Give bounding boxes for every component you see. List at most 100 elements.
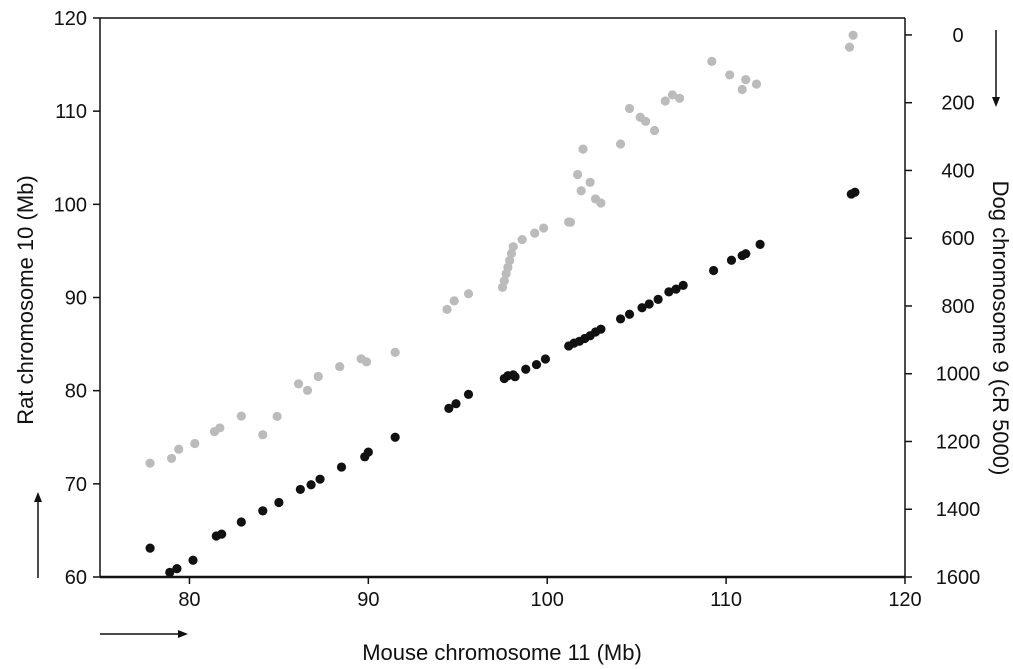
rat-point bbox=[510, 372, 520, 382]
rat-point bbox=[850, 187, 860, 197]
left-axis-ticks: 60 70 80 90 100 110 120 bbox=[54, 8, 100, 589]
rat-point bbox=[165, 567, 175, 577]
dog-point bbox=[166, 453, 177, 464]
dog-point bbox=[624, 103, 635, 114]
right-tick-label: 400 bbox=[941, 160, 974, 182]
rat-point bbox=[615, 314, 626, 324]
rat-point bbox=[531, 359, 542, 370]
rat-point bbox=[624, 309, 635, 319]
rat-point bbox=[172, 564, 182, 574]
data-points bbox=[145, 30, 860, 577]
x-direction-arrow bbox=[100, 630, 188, 638]
dog-point bbox=[530, 228, 540, 238]
dog-point bbox=[215, 423, 225, 433]
dog-point bbox=[505, 255, 515, 266]
dog-point bbox=[707, 56, 717, 66]
dog-point bbox=[675, 93, 685, 103]
dog-point bbox=[442, 304, 452, 314]
dog-point bbox=[667, 90, 678, 100]
right-tick-label: 1400 bbox=[936, 499, 981, 521]
dog-point bbox=[335, 362, 345, 372]
rat-point bbox=[217, 529, 227, 539]
left-tick-label: 90 bbox=[65, 288, 87, 310]
rat-point bbox=[596, 324, 606, 334]
left-tick-label: 70 bbox=[65, 474, 87, 496]
dog-point bbox=[725, 70, 735, 80]
x-tick-label: 80 bbox=[178, 589, 200, 611]
rat-point bbox=[444, 403, 454, 413]
right-tick-label: 1600 bbox=[936, 567, 981, 589]
right-tick-label: 200 bbox=[941, 93, 974, 115]
left-axis-title: Rat chromosome 10 (Mb) bbox=[13, 175, 38, 424]
rat-point bbox=[258, 506, 268, 516]
rat-point bbox=[678, 280, 688, 290]
left-tick-label: 110 bbox=[55, 101, 87, 123]
dog-point bbox=[236, 411, 246, 421]
dog-point bbox=[463, 289, 474, 299]
rat-point bbox=[726, 255, 737, 265]
rat-point bbox=[671, 284, 681, 294]
dog-point bbox=[741, 75, 751, 85]
dog-point bbox=[615, 139, 626, 149]
rat-point bbox=[708, 265, 719, 276]
dog-point bbox=[313, 371, 323, 382]
x-tick-label: 110 bbox=[710, 589, 742, 611]
rat-point bbox=[390, 432, 400, 442]
right-tick-label: 800 bbox=[941, 296, 974, 318]
dog-point bbox=[499, 276, 509, 286]
dog-point bbox=[539, 223, 549, 233]
x-axis-title: Mouse chromosome 11 (Mb) bbox=[362, 640, 642, 665]
dog-point bbox=[596, 198, 606, 208]
right-axis-ticks: 0 200 400 600 800 1000 1200 1400 1600 bbox=[905, 25, 980, 589]
dog-point bbox=[190, 438, 200, 449]
dog-point bbox=[751, 79, 762, 89]
left-tick-label: 60 bbox=[65, 567, 87, 589]
dog-point bbox=[293, 379, 304, 389]
right-axis-title: Dog chromosome 9 (cR 5000) bbox=[988, 181, 1013, 476]
dog-point bbox=[641, 116, 651, 126]
rat-point bbox=[451, 399, 461, 409]
dog-point bbox=[258, 430, 268, 440]
right-tick-label: 1200 bbox=[936, 431, 981, 453]
right-direction-arrow bbox=[992, 30, 1000, 107]
dog-point bbox=[737, 84, 747, 95]
left-tick-label: 80 bbox=[65, 381, 87, 403]
rat-point bbox=[188, 555, 198, 565]
right-tick-label: 0 bbox=[952, 25, 963, 47]
rat-point bbox=[145, 543, 155, 553]
dog-point bbox=[848, 30, 858, 40]
x-tick-label: 90 bbox=[357, 589, 379, 611]
dog-point bbox=[565, 217, 576, 227]
rat-point bbox=[521, 364, 531, 374]
dog-point bbox=[508, 242, 518, 252]
dog-point bbox=[449, 296, 459, 306]
left-direction-arrow bbox=[34, 492, 42, 578]
x-axis-ticks: 80 90 100 110 120 bbox=[178, 577, 922, 611]
rat-point bbox=[644, 299, 654, 309]
dog-point bbox=[844, 42, 855, 52]
rat-point bbox=[315, 474, 325, 484]
rat-point bbox=[637, 303, 647, 313]
dog-point bbox=[576, 186, 586, 196]
rat-point bbox=[741, 249, 751, 259]
rat-point bbox=[755, 239, 765, 249]
rat-point bbox=[540, 354, 551, 364]
dog-point bbox=[174, 444, 184, 454]
rat-point bbox=[664, 287, 674, 297]
rat-point bbox=[236, 517, 246, 527]
rat-point bbox=[274, 497, 284, 508]
right-tick-label: 1000 bbox=[936, 364, 981, 386]
rat-point bbox=[363, 447, 373, 457]
right-tick-label: 600 bbox=[941, 228, 974, 250]
dog-point bbox=[660, 96, 670, 106]
dog-point bbox=[573, 169, 583, 180]
x-tick-label: 100 bbox=[531, 589, 564, 611]
dog-point bbox=[390, 347, 400, 357]
rat-point bbox=[295, 484, 305, 495]
rat-point bbox=[336, 462, 347, 472]
rat-point bbox=[306, 480, 316, 490]
dog-point bbox=[578, 144, 588, 154]
x-tick-label: 120 bbox=[888, 589, 921, 611]
dog-point bbox=[272, 411, 282, 422]
